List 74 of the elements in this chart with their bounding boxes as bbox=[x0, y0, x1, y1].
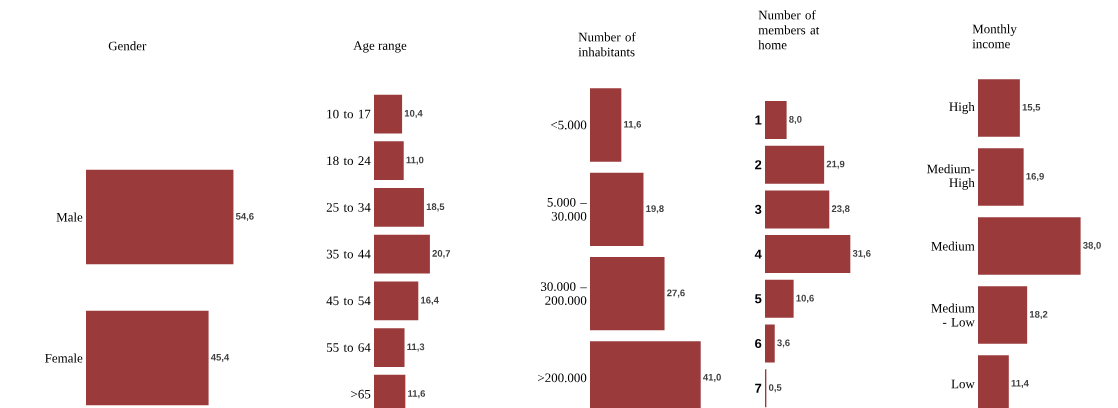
data-label: 0,5 bbox=[768, 384, 782, 393]
data-label: 16,4 bbox=[421, 296, 439, 305]
bar bbox=[978, 286, 1028, 344]
bar bbox=[765, 145, 825, 184]
data-label: 38,0 bbox=[1083, 241, 1101, 251]
bar bbox=[374, 328, 405, 367]
y-tick-label: Medium-High bbox=[926, 164, 975, 190]
data-label: 18,2 bbox=[1029, 310, 1048, 320]
y-tick-label: Medium bbox=[931, 241, 975, 251]
data-label: 11,3 bbox=[407, 343, 425, 352]
bar bbox=[374, 281, 419, 321]
bar bbox=[978, 148, 1024, 206]
y-tick-label: >65 bbox=[351, 389, 371, 399]
data-label: 11,4 bbox=[1011, 380, 1029, 388]
data-label: 18,5 bbox=[426, 203, 445, 212]
data-label: 10,4 bbox=[404, 109, 423, 119]
y-tick-label: Female bbox=[45, 353, 83, 363]
data-label: 31,6 bbox=[852, 250, 871, 259]
bar bbox=[374, 141, 404, 181]
data-label: 41,0 bbox=[703, 373, 721, 382]
bar bbox=[374, 94, 403, 134]
data-label: 27,6 bbox=[667, 289, 685, 298]
data-label: 19,8 bbox=[646, 205, 664, 214]
chart-title: Age range bbox=[353, 41, 407, 53]
data-label: 45,4 bbox=[210, 354, 230, 362]
y-tick-label: <5.000 bbox=[551, 120, 587, 130]
y-tick-label: 7 bbox=[755, 383, 762, 393]
y-tick-label: 3 bbox=[754, 204, 762, 214]
bar bbox=[978, 79, 1020, 137]
data-label: 10,6 bbox=[796, 294, 814, 303]
data-label: 11,0 bbox=[406, 156, 424, 165]
y-tick-label: 18 to 24 bbox=[327, 156, 371, 166]
bar bbox=[765, 190, 830, 229]
y-tick-label: 10 to 17 bbox=[327, 109, 371, 119]
bar bbox=[765, 279, 794, 318]
y-tick-label: 30.000 – 200.000 bbox=[541, 282, 587, 305]
data-label: 8,0 bbox=[789, 115, 802, 125]
y-tick-label: High bbox=[949, 102, 975, 114]
chart-title: Number of inhabitants bbox=[578, 32, 636, 57]
data-label: 16,9 bbox=[1026, 172, 1044, 182]
chart-title: Gender bbox=[108, 41, 147, 51]
y-tick-label: 25 to 34 bbox=[326, 203, 371, 212]
chart-title: Number of members at home bbox=[758, 10, 820, 50]
y-tick-label: 1 bbox=[755, 115, 762, 125]
data-label: 20,7 bbox=[432, 250, 451, 259]
y-tick-label: 5 bbox=[755, 294, 762, 304]
bar bbox=[374, 234, 430, 274]
y-tick-label: Low bbox=[951, 379, 975, 389]
data-label: 11,6 bbox=[624, 120, 642, 130]
y-tick-label: 55 to 64 bbox=[326, 343, 371, 352]
bar bbox=[765, 235, 851, 274]
data-label: 11,6 bbox=[408, 390, 426, 399]
data-label: 23,8 bbox=[831, 205, 850, 214]
data-label: 3,6 bbox=[777, 339, 790, 348]
bar bbox=[590, 256, 665, 331]
y-tick-label: Male bbox=[56, 212, 83, 222]
chart-title: Monthly income bbox=[972, 24, 1017, 49]
bar bbox=[978, 217, 1081, 275]
data-label: 15,5 bbox=[1022, 104, 1041, 112]
bar bbox=[590, 88, 622, 162]
bar bbox=[765, 101, 787, 139]
y-tick-label: 6 bbox=[755, 338, 762, 349]
y-tick-label: 35 to 44 bbox=[326, 249, 371, 259]
y-tick-label: 2 bbox=[755, 160, 762, 170]
y-tick-label: 4 bbox=[754, 249, 762, 259]
y-tick-label: 45 to 54 bbox=[326, 296, 371, 306]
bar bbox=[374, 188, 424, 227]
y-tick-label: Medium - Low bbox=[931, 303, 975, 327]
y-tick-label: 5.000 – 30.000 bbox=[547, 197, 587, 221]
y-tick-label: >200.000 bbox=[538, 373, 587, 383]
bar bbox=[765, 324, 775, 363]
data-label: 21,9 bbox=[826, 160, 845, 169]
bar bbox=[590, 172, 644, 246]
data-label: 54,6 bbox=[235, 212, 254, 222]
